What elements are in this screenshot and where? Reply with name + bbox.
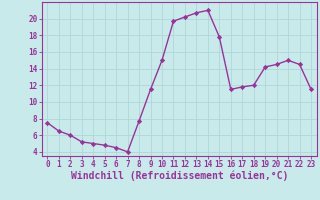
X-axis label: Windchill (Refroidissement éolien,°C): Windchill (Refroidissement éolien,°C) (70, 171, 288, 181)
